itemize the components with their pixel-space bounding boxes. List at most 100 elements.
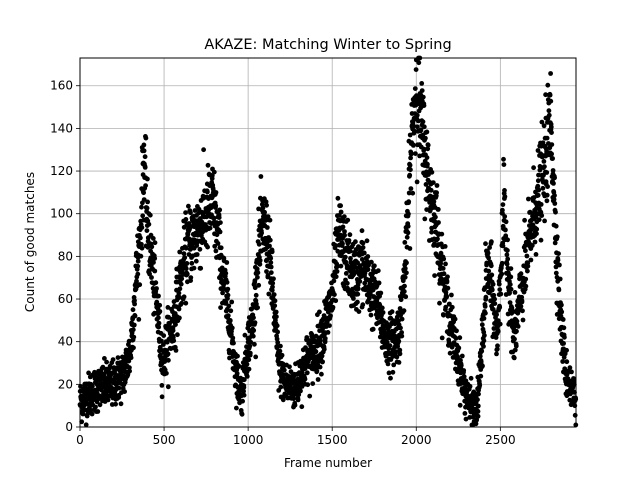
y-tick-label: 80 [58,249,73,263]
data-point [475,403,481,409]
data-point [422,216,428,222]
data-point [486,268,492,274]
data-point [93,404,98,410]
data-point [438,261,444,266]
data-point [184,261,190,266]
data-point [500,243,506,249]
data-point [420,119,426,125]
data-point [338,209,344,215]
data-point [543,92,548,98]
data-point [262,209,267,215]
data-point [156,315,161,321]
data-point [518,303,524,309]
data-point [271,292,277,297]
data-point [224,260,230,265]
data-point [377,334,383,340]
data-point [476,391,481,397]
data-point [375,268,381,274]
data-point [340,241,345,247]
data-point [561,325,567,331]
data-point [489,239,494,245]
data-point [365,267,371,272]
data-point [525,263,531,269]
data-point [511,355,517,361]
data-point [151,260,156,265]
data-point [165,384,171,390]
data-point [499,271,505,277]
data-point [177,249,183,255]
data-point [536,217,542,223]
data-point [406,190,412,196]
data-point [525,268,530,274]
data-point [435,236,440,242]
data-point [229,325,235,331]
data-point [493,335,499,340]
data-point [396,338,402,344]
y-axis-ticks: 0 20 40 60 80 100 120 140 160 [50,79,80,434]
data-point [102,356,107,361]
data-point [441,271,447,277]
data-point [136,317,142,322]
data-point [334,264,340,269]
data-point [347,232,353,238]
data-point [550,156,555,161]
data-point [264,202,269,208]
data-point [225,313,231,319]
data-point [405,230,411,236]
data-point [356,309,362,314]
data-point [110,357,116,362]
data-point [268,270,274,275]
data-point [477,383,483,388]
data-point [80,411,86,417]
data-point [159,383,165,388]
data-point [171,338,177,344]
x-tick-label: 1000 [233,433,264,447]
data-point [518,271,524,277]
data-point [256,282,262,288]
data-point [252,278,258,283]
data-point [223,270,229,276]
data-point [373,279,378,285]
data-point [562,334,567,340]
data-point [379,305,385,311]
data-point [139,241,144,247]
data-point [522,217,527,223]
data-point [489,272,495,278]
data-point [179,276,185,282]
data-point [548,98,554,104]
x-tick-label: 1500 [317,433,348,447]
data-point [560,317,566,322]
data-point [145,176,150,182]
data-point [425,142,431,148]
data-point [457,335,463,341]
data-point [268,264,274,270]
data-point [507,290,512,296]
data-point [418,127,424,133]
data-point [241,388,247,394]
data-point [128,355,134,361]
data-point [507,282,513,287]
data-point [182,255,188,260]
data-point [194,252,200,257]
data-points [77,55,579,428]
data-point [495,343,500,349]
data-point [498,291,504,297]
data-point [512,347,518,353]
data-point [357,279,363,284]
data-point [209,173,215,179]
data-point [296,392,302,398]
data-point [355,282,361,288]
data-point [447,301,452,307]
data-point [496,281,502,287]
data-point [401,308,407,314]
x-tick-label: 2500 [485,433,516,447]
data-point [523,283,529,289]
data-point [162,359,168,364]
data-point [546,108,552,114]
data-point [246,366,252,372]
data-point [132,313,138,319]
data-point [113,401,118,407]
data-point [432,273,437,278]
data-point [515,324,521,329]
data-point [533,214,539,220]
